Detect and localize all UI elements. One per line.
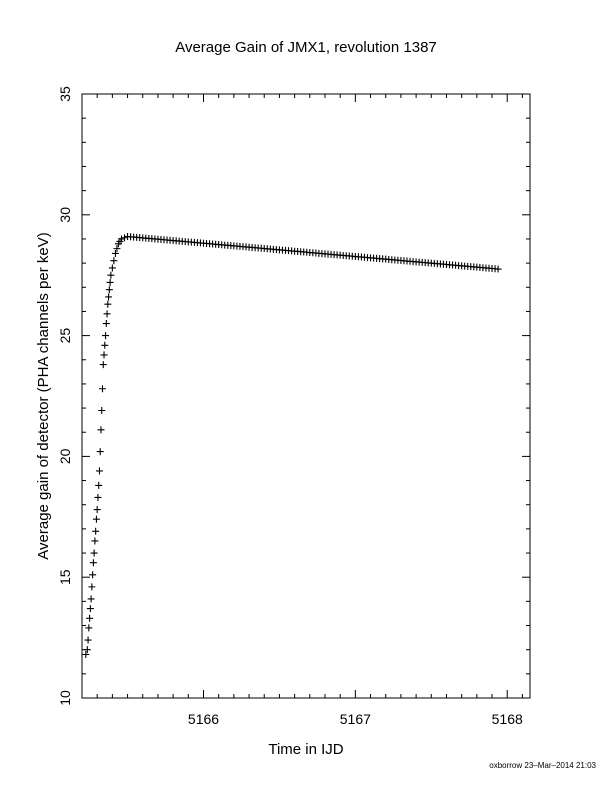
- data-point: [108, 264, 116, 272]
- data-point: [89, 571, 97, 579]
- data-point: [106, 278, 114, 286]
- data-point: [85, 624, 93, 632]
- data-point: [92, 515, 100, 523]
- data-point: [105, 286, 113, 294]
- y-axis-ticks: 10 15 20 25 30 35: [57, 86, 530, 706]
- y-tick-label: 10: [57, 690, 73, 706]
- data-point: [104, 300, 112, 308]
- data-point: [82, 651, 90, 659]
- y-tick-label: 20: [57, 448, 73, 464]
- data-point: [111, 249, 119, 257]
- data-point: [92, 527, 100, 535]
- data-point: [494, 265, 502, 273]
- data-point: [91, 537, 99, 545]
- footer-credit: oxborrow 23–Mar–2014 21:03: [489, 761, 596, 770]
- data-point: [113, 245, 121, 253]
- data-point: [86, 614, 94, 622]
- data-point: [87, 595, 95, 603]
- data-point: [100, 351, 108, 359]
- x-axis-ticks: 5166 5167 5168: [81, 94, 523, 727]
- data-point: [96, 448, 104, 456]
- data-point: [98, 406, 106, 414]
- data-point: [117, 235, 125, 243]
- y-tick-label: 35: [57, 86, 73, 102]
- data-point: [95, 467, 103, 475]
- x-tick-label: 5166: [188, 711, 219, 727]
- data-point: [107, 271, 115, 279]
- x-axis-label: Time in IJD: [268, 741, 343, 758]
- data-point: [90, 549, 98, 557]
- data-point: [95, 481, 103, 489]
- data-point: [102, 332, 110, 340]
- data-point: [102, 320, 110, 328]
- data-point: [99, 385, 107, 393]
- data-point: [121, 234, 129, 242]
- y-tick-label: 15: [57, 569, 73, 585]
- data-point: [105, 293, 113, 301]
- data-point: [88, 583, 96, 591]
- x-tick-label: 5167: [340, 711, 371, 727]
- x-tick-label: 5168: [492, 711, 523, 727]
- data-point: [93, 506, 101, 514]
- plot-frame: [81, 93, 531, 699]
- chart-title: Average Gain of JMX1, revolution 1387: [175, 39, 437, 56]
- y-tick-label: 25: [57, 328, 73, 344]
- data-points: [82, 233, 502, 659]
- data-point: [110, 257, 118, 265]
- data-point: [94, 493, 102, 501]
- data-point: [84, 636, 92, 644]
- data-point: [103, 310, 111, 318]
- data-point: [99, 361, 107, 369]
- data-point: [86, 605, 94, 613]
- data-point: [89, 559, 97, 567]
- data-point: [83, 646, 91, 654]
- data-point: [101, 341, 109, 349]
- y-axis-label: Average gain of detector (PHA channels p…: [35, 232, 52, 559]
- y-tick-label: 30: [57, 207, 73, 223]
- data-point: [97, 426, 105, 434]
